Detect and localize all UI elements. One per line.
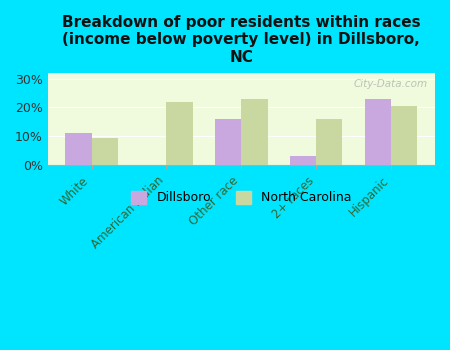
Legend: Dillsboro, North Carolina: Dillsboro, North Carolina xyxy=(126,186,356,209)
Bar xyxy=(316,119,342,165)
Text: City-Data.com: City-Data.com xyxy=(353,79,427,89)
Bar xyxy=(215,119,241,165)
Bar xyxy=(365,99,391,165)
Bar xyxy=(241,99,268,165)
Bar xyxy=(290,156,316,165)
Bar xyxy=(166,102,193,165)
Bar xyxy=(91,138,118,165)
Title: Breakdown of poor residents within races
(income below poverty level) in Dillsbo: Breakdown of poor residents within races… xyxy=(62,15,421,65)
Bar xyxy=(391,106,418,165)
Bar xyxy=(65,133,91,165)
